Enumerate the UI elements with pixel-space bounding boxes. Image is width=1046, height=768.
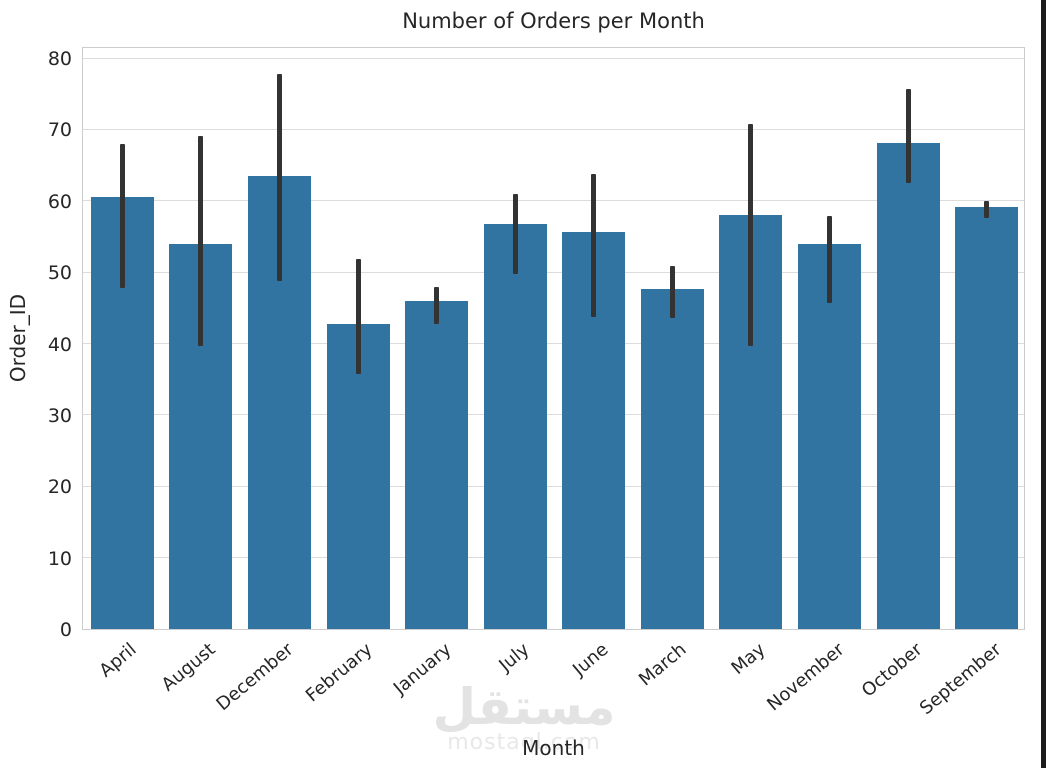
bar-february	[326, 324, 390, 629]
gridline-y-10	[83, 557, 1024, 559]
gridline-y-20	[83, 485, 1024, 487]
y-tick-label-20: 20	[47, 476, 72, 499]
bar-november	[798, 243, 862, 629]
y-tick-label-50: 50	[47, 262, 72, 285]
bar-march	[640, 289, 704, 629]
y-axis-title: Order_ID	[6, 293, 30, 383]
x-tick-label-november: November	[762, 639, 849, 716]
gridline-y-70	[83, 129, 1024, 130]
y-tick-label-0: 0	[59, 619, 72, 641]
error-bar-december	[276, 73, 282, 282]
y-tick-label-80: 80	[47, 48, 72, 71]
y-tick-label-10: 10	[47, 547, 72, 570]
gridline-y-30	[83, 414, 1024, 416]
bar-january	[405, 301, 469, 629]
x-tick-label-july: July	[495, 639, 534, 676]
x-tick-label-march: March	[635, 639, 691, 691]
x-tick-label-january: January	[389, 639, 456, 699]
error-bar-march	[669, 265, 675, 319]
gridline-y-50	[83, 271, 1024, 273]
x-tick-label-may: May	[727, 639, 770, 680]
x-tick-label-february: February	[301, 639, 377, 707]
error-bar-october	[905, 89, 911, 183]
gridline-y-40	[83, 343, 1024, 345]
error-bar-april	[119, 144, 125, 288]
x-tick-label-october: October	[857, 639, 927, 702]
bar-october	[876, 143, 940, 629]
y-tick-label-30: 30	[47, 404, 72, 427]
screen-right-edge-strip	[1041, 0, 1046, 768]
bar-september	[955, 206, 1019, 629]
error-bar-august	[198, 136, 204, 346]
x-tick-label-april: April	[95, 639, 141, 682]
y-tick-label-60: 60	[47, 190, 72, 213]
x-axis-title: Month	[522, 736, 585, 760]
gridline-y-60	[83, 200, 1024, 202]
plot-area	[82, 47, 1025, 630]
error-bar-november	[827, 215, 833, 304]
gridline-y-80	[83, 57, 1024, 59]
x-tick-label-december: December	[212, 639, 298, 716]
error-bar-july	[512, 194, 518, 275]
x-tick-label-august: August	[157, 639, 220, 696]
x-tick-label-june: June	[568, 639, 613, 681]
error-bar-february	[355, 258, 361, 375]
error-bar-january	[434, 287, 440, 325]
chart-title: Number of Orders per Month	[402, 9, 705, 33]
bar-july	[483, 224, 547, 629]
x-tick-label-september: September	[915, 639, 1006, 720]
y-tick-label-40: 40	[47, 333, 72, 356]
error-bar-september	[984, 201, 990, 218]
error-bar-june	[591, 173, 597, 317]
watermark-logo-text: مستقل	[432, 678, 616, 736]
error-bar-may	[748, 123, 754, 347]
y-tick-label-70: 70	[47, 119, 72, 142]
